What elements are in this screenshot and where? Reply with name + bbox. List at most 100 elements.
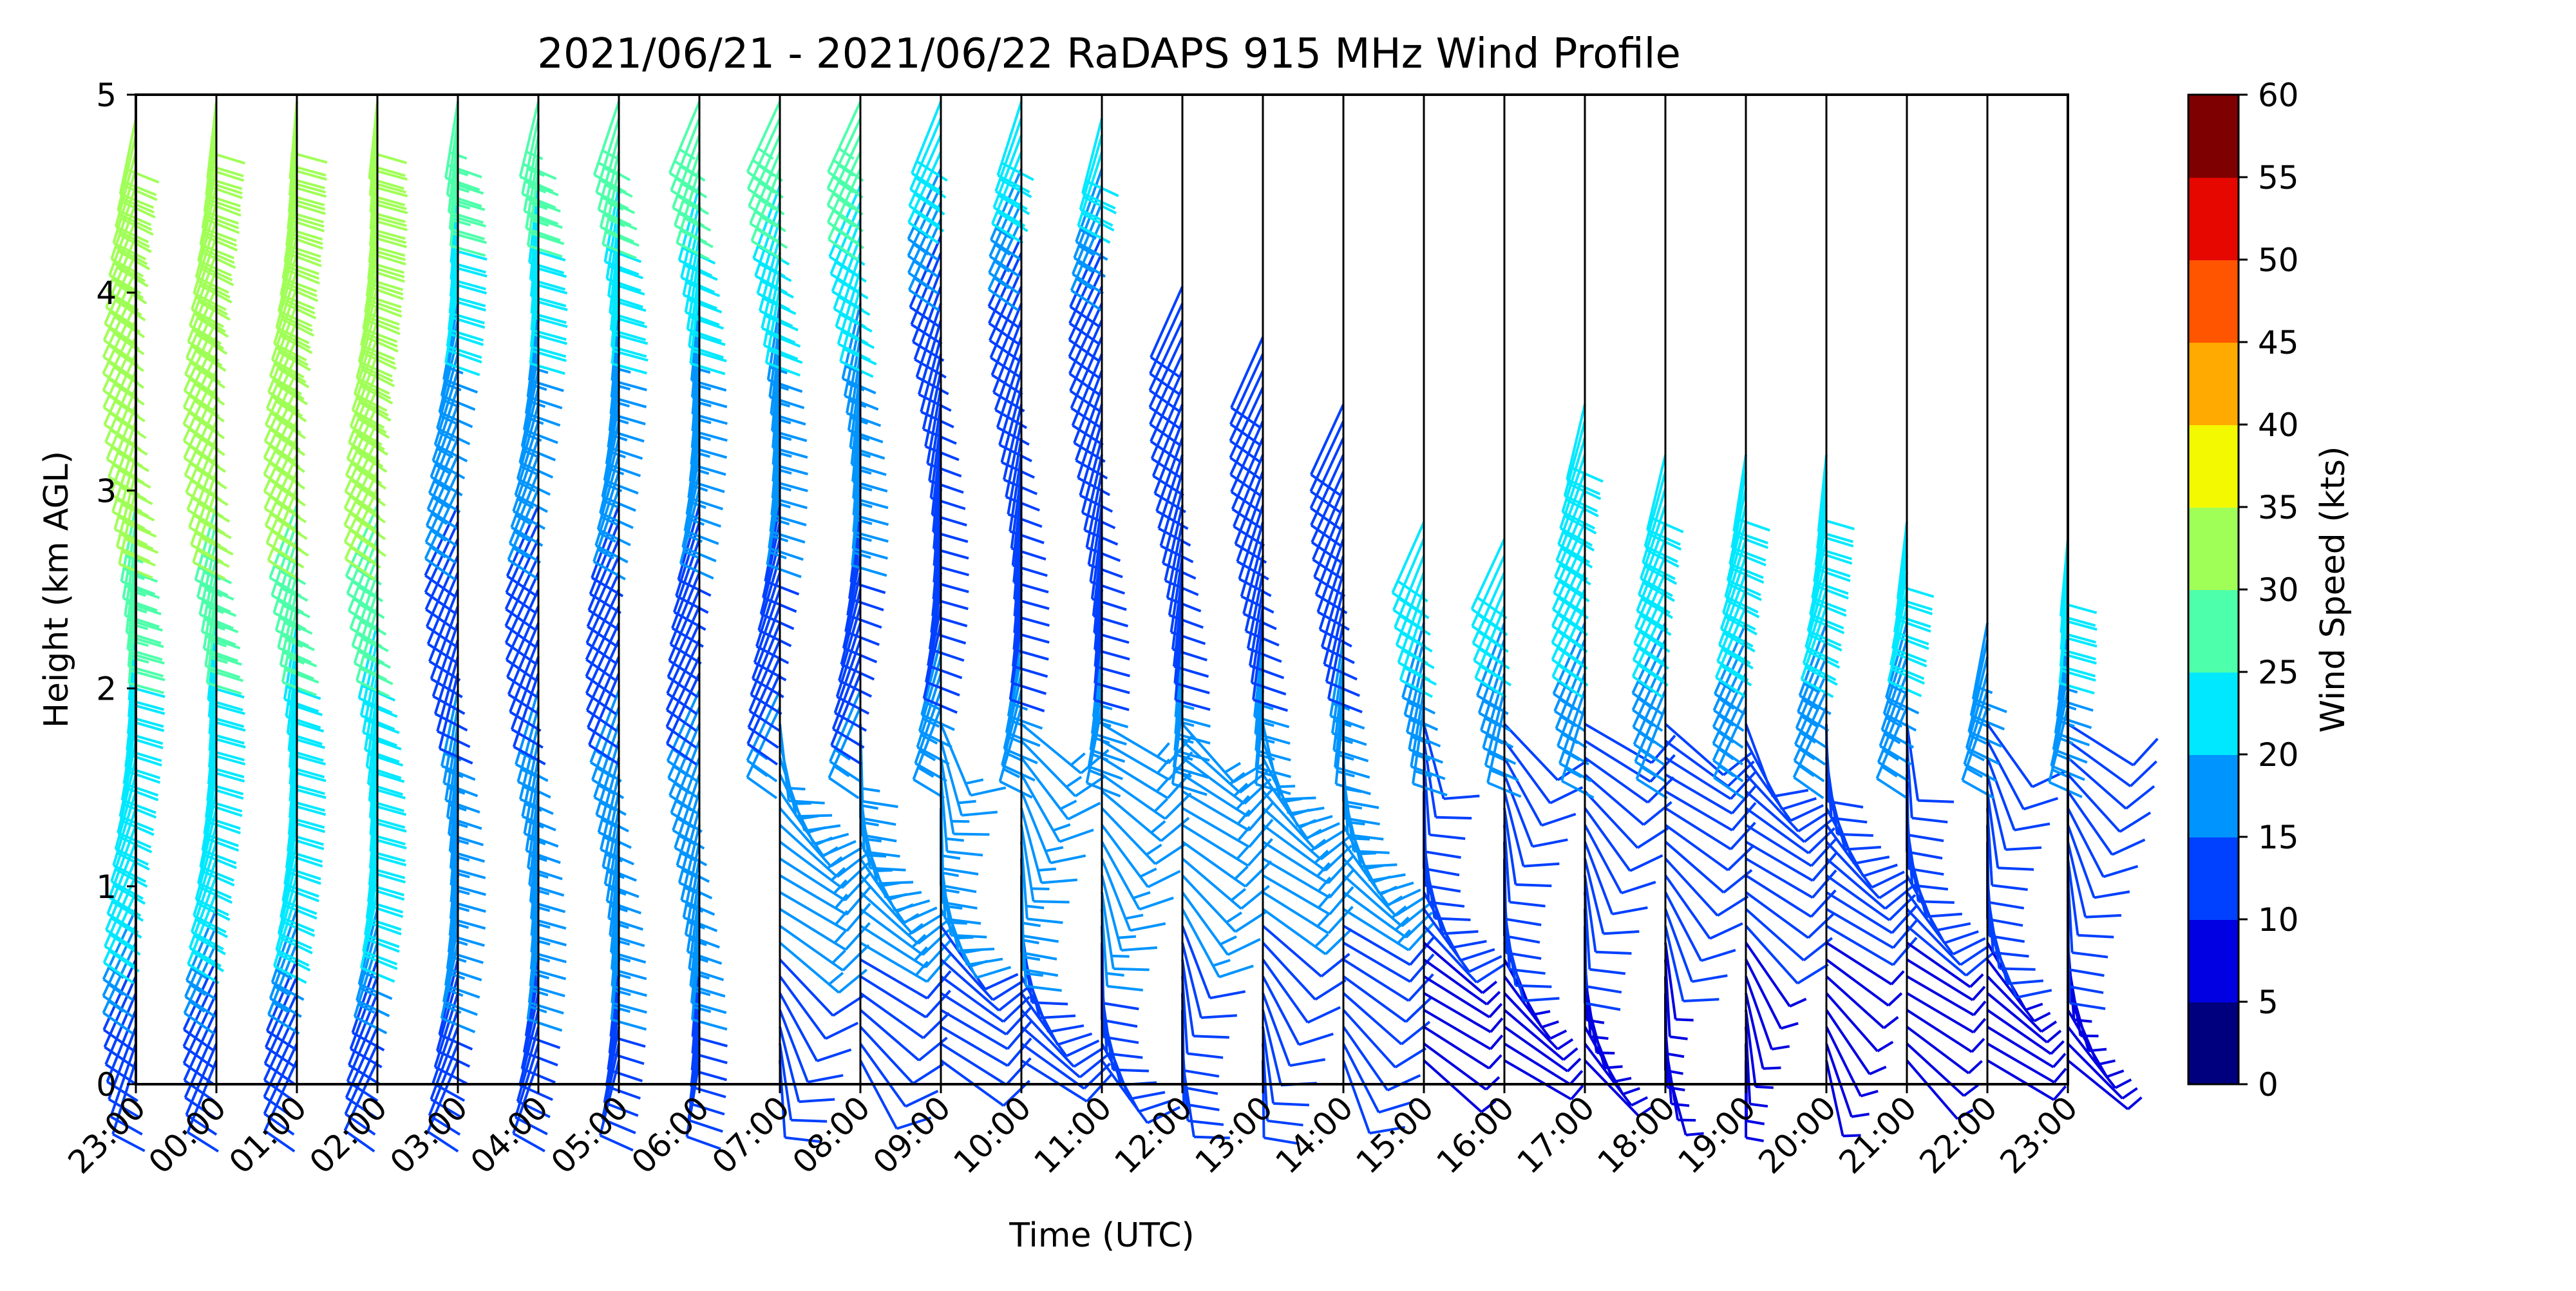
- wind-barb-flag: [524, 834, 558, 846]
- wind-barb-half-flag: [1746, 1138, 1764, 1141]
- wind-barb-half-flag: [1157, 743, 1169, 756]
- colorbar-tick-label: 40: [2258, 406, 2299, 444]
- wind-barb-half-flag: [2123, 1088, 2137, 1098]
- wind-barb-flag: [1692, 975, 1727, 982]
- wind-barb-half-flag: [788, 788, 806, 789]
- wind-barb-flag: [1586, 986, 1622, 992]
- wind-barb-flag: [1524, 999, 1560, 1001]
- wind-barb-flag: [1273, 1104, 1309, 1105]
- wind-barb-shaft: [1665, 808, 1731, 849]
- wind-barb-half-flag: [1756, 1087, 1774, 1088]
- colorbar-segment: [2188, 260, 2239, 343]
- colorbar-tick-label: 15: [2258, 819, 2299, 856]
- x-tick-label: 12:00: [1108, 1089, 1200, 1181]
- wind-barb-half-flag: [1141, 868, 1157, 876]
- wind-barb-flag: [927, 464, 961, 476]
- wind-barb-flag: [927, 955, 951, 982]
- wind-barb-half-flag: [1146, 845, 1161, 854]
- wind-barb-flag: [1379, 883, 1414, 894]
- x-axis-label: Time (UTC): [1009, 1216, 1194, 1255]
- wind-barb-half-flag: [958, 801, 976, 803]
- wind-barb-flag: [1396, 1048, 1426, 1067]
- wind-barb-shaft: [1424, 1044, 1486, 1089]
- wind-barb-flag: [1280, 798, 1316, 799]
- wind-barb-flag: [1435, 919, 1471, 920]
- wind-barb-flag: [1059, 830, 1094, 841]
- wind-barb-half-flag: [2088, 1049, 2107, 1051]
- wind-barb-flag: [1837, 834, 1873, 836]
- wind-barb-half-flag: [1151, 821, 1165, 833]
- wind-barb-flag: [1430, 835, 1466, 839]
- colorbar-segment: [2188, 342, 2239, 425]
- wind-barb-flag: [967, 959, 1003, 965]
- wind-barb-shaft: [1826, 926, 1893, 965]
- wind-barb-half-flag: [1763, 1068, 1781, 1069]
- wind-barb-flag: [1148, 871, 1180, 887]
- wind-barb-flag: [1604, 932, 1640, 933]
- wind-barb-flag: [1908, 835, 1944, 841]
- wind-barb-flag: [605, 262, 638, 274]
- wind-barb-half-flag: [2074, 1020, 2092, 1022]
- wind-barb-half-flag: [2051, 1041, 2064, 1054]
- wind-barb-flag: [2005, 848, 2041, 850]
- wind-barb-shaft: [2068, 741, 2130, 786]
- wind-barb-flag: [1714, 778, 1743, 798]
- colorbar-segment: [2188, 919, 2239, 1002]
- wind-barb-shaft: [941, 1044, 1007, 1085]
- wind-barb-flag: [1130, 924, 1166, 931]
- x-tick-label: 17:00: [1510, 1089, 1602, 1181]
- wind-barb-flag: [1813, 854, 1836, 881]
- wind-barb-shaft: [1343, 977, 1406, 1022]
- wind-barb-half-flag: [1106, 973, 1124, 975]
- wind-barb-flag: [1683, 999, 1719, 1001]
- wind-barb-flag: [1506, 919, 1541, 925]
- colorbar-tick-label: 25: [2258, 654, 2299, 691]
- wind-barb-half-flag: [1487, 992, 1500, 1005]
- wind-barb-half-flag: [1558, 1039, 1573, 1049]
- wind-barb-flag: [1638, 828, 1668, 848]
- wind-barb-half-flag: [2053, 1054, 2065, 1067]
- colorbar-tick-label: 60: [2258, 77, 2299, 114]
- wind-barb-flag: [1008, 1022, 1031, 1049]
- wind-barb-flag: [1361, 865, 1397, 866]
- wind-barbs: [103, 102, 2157, 1152]
- wind-barb-flag: [1797, 964, 1828, 983]
- wind-barb-flag: [767, 333, 800, 347]
- wind-barb-flag: [1289, 808, 1324, 814]
- wind-barb-flag: [1718, 897, 1748, 916]
- wind-barb-half-flag: [1118, 937, 1136, 938]
- wind-barb-flag: [1139, 898, 1173, 910]
- wind-barb-flag: [1773, 790, 1808, 797]
- wind-barb-half-flag: [1790, 999, 1806, 1006]
- wind-barb-shaft: [1826, 959, 1888, 1005]
- wind-barb-flag: [1596, 952, 1632, 953]
- wind-barb-shaft: [1987, 1060, 2054, 1100]
- colorbar-tick-label: 55: [2258, 159, 2299, 196]
- wind-barb-half-flag: [1237, 846, 1249, 859]
- wind-barb-half-flag: [1482, 982, 1497, 993]
- wind-barb-half-flag: [1884, 1017, 1898, 1028]
- wind-barb-flag: [2085, 915, 2121, 917]
- wind-barb-flag: [961, 812, 998, 816]
- wind-barb-flag: [2016, 990, 2052, 997]
- wind-barb-half-flag: [1053, 825, 1070, 830]
- wind-barb-flag: [1794, 761, 1824, 781]
- wind-barb-flag: [999, 988, 1027, 1011]
- x-tick-label: 07:00: [705, 1089, 797, 1181]
- wind-barb-half-flag: [1157, 778, 1169, 792]
- wind-barb-flag: [817, 1049, 851, 1061]
- wind-barb-flag: [1524, 864, 1560, 866]
- wind-barb-shaft: [1746, 892, 1808, 938]
- wind-barb-flag: [799, 1099, 835, 1102]
- wind-barb-flag: [2134, 739, 2158, 765]
- wind-barb-flag: [1219, 966, 1253, 977]
- wind-barb-flag: [2103, 866, 2137, 877]
- wind-barb-flag: [2078, 935, 2114, 937]
- wind-barb-flag: [1298, 816, 1332, 827]
- colorbar-segment: [2188, 177, 2239, 260]
- wind-barb-half-flag: [2098, 1060, 2115, 1064]
- wind-barb-flag: [1308, 1008, 1341, 1023]
- wind-barb-shaft: [1987, 977, 2041, 1032]
- wind-barb-flag: [951, 935, 987, 937]
- wind-barb-flag: [1080, 1055, 1108, 1077]
